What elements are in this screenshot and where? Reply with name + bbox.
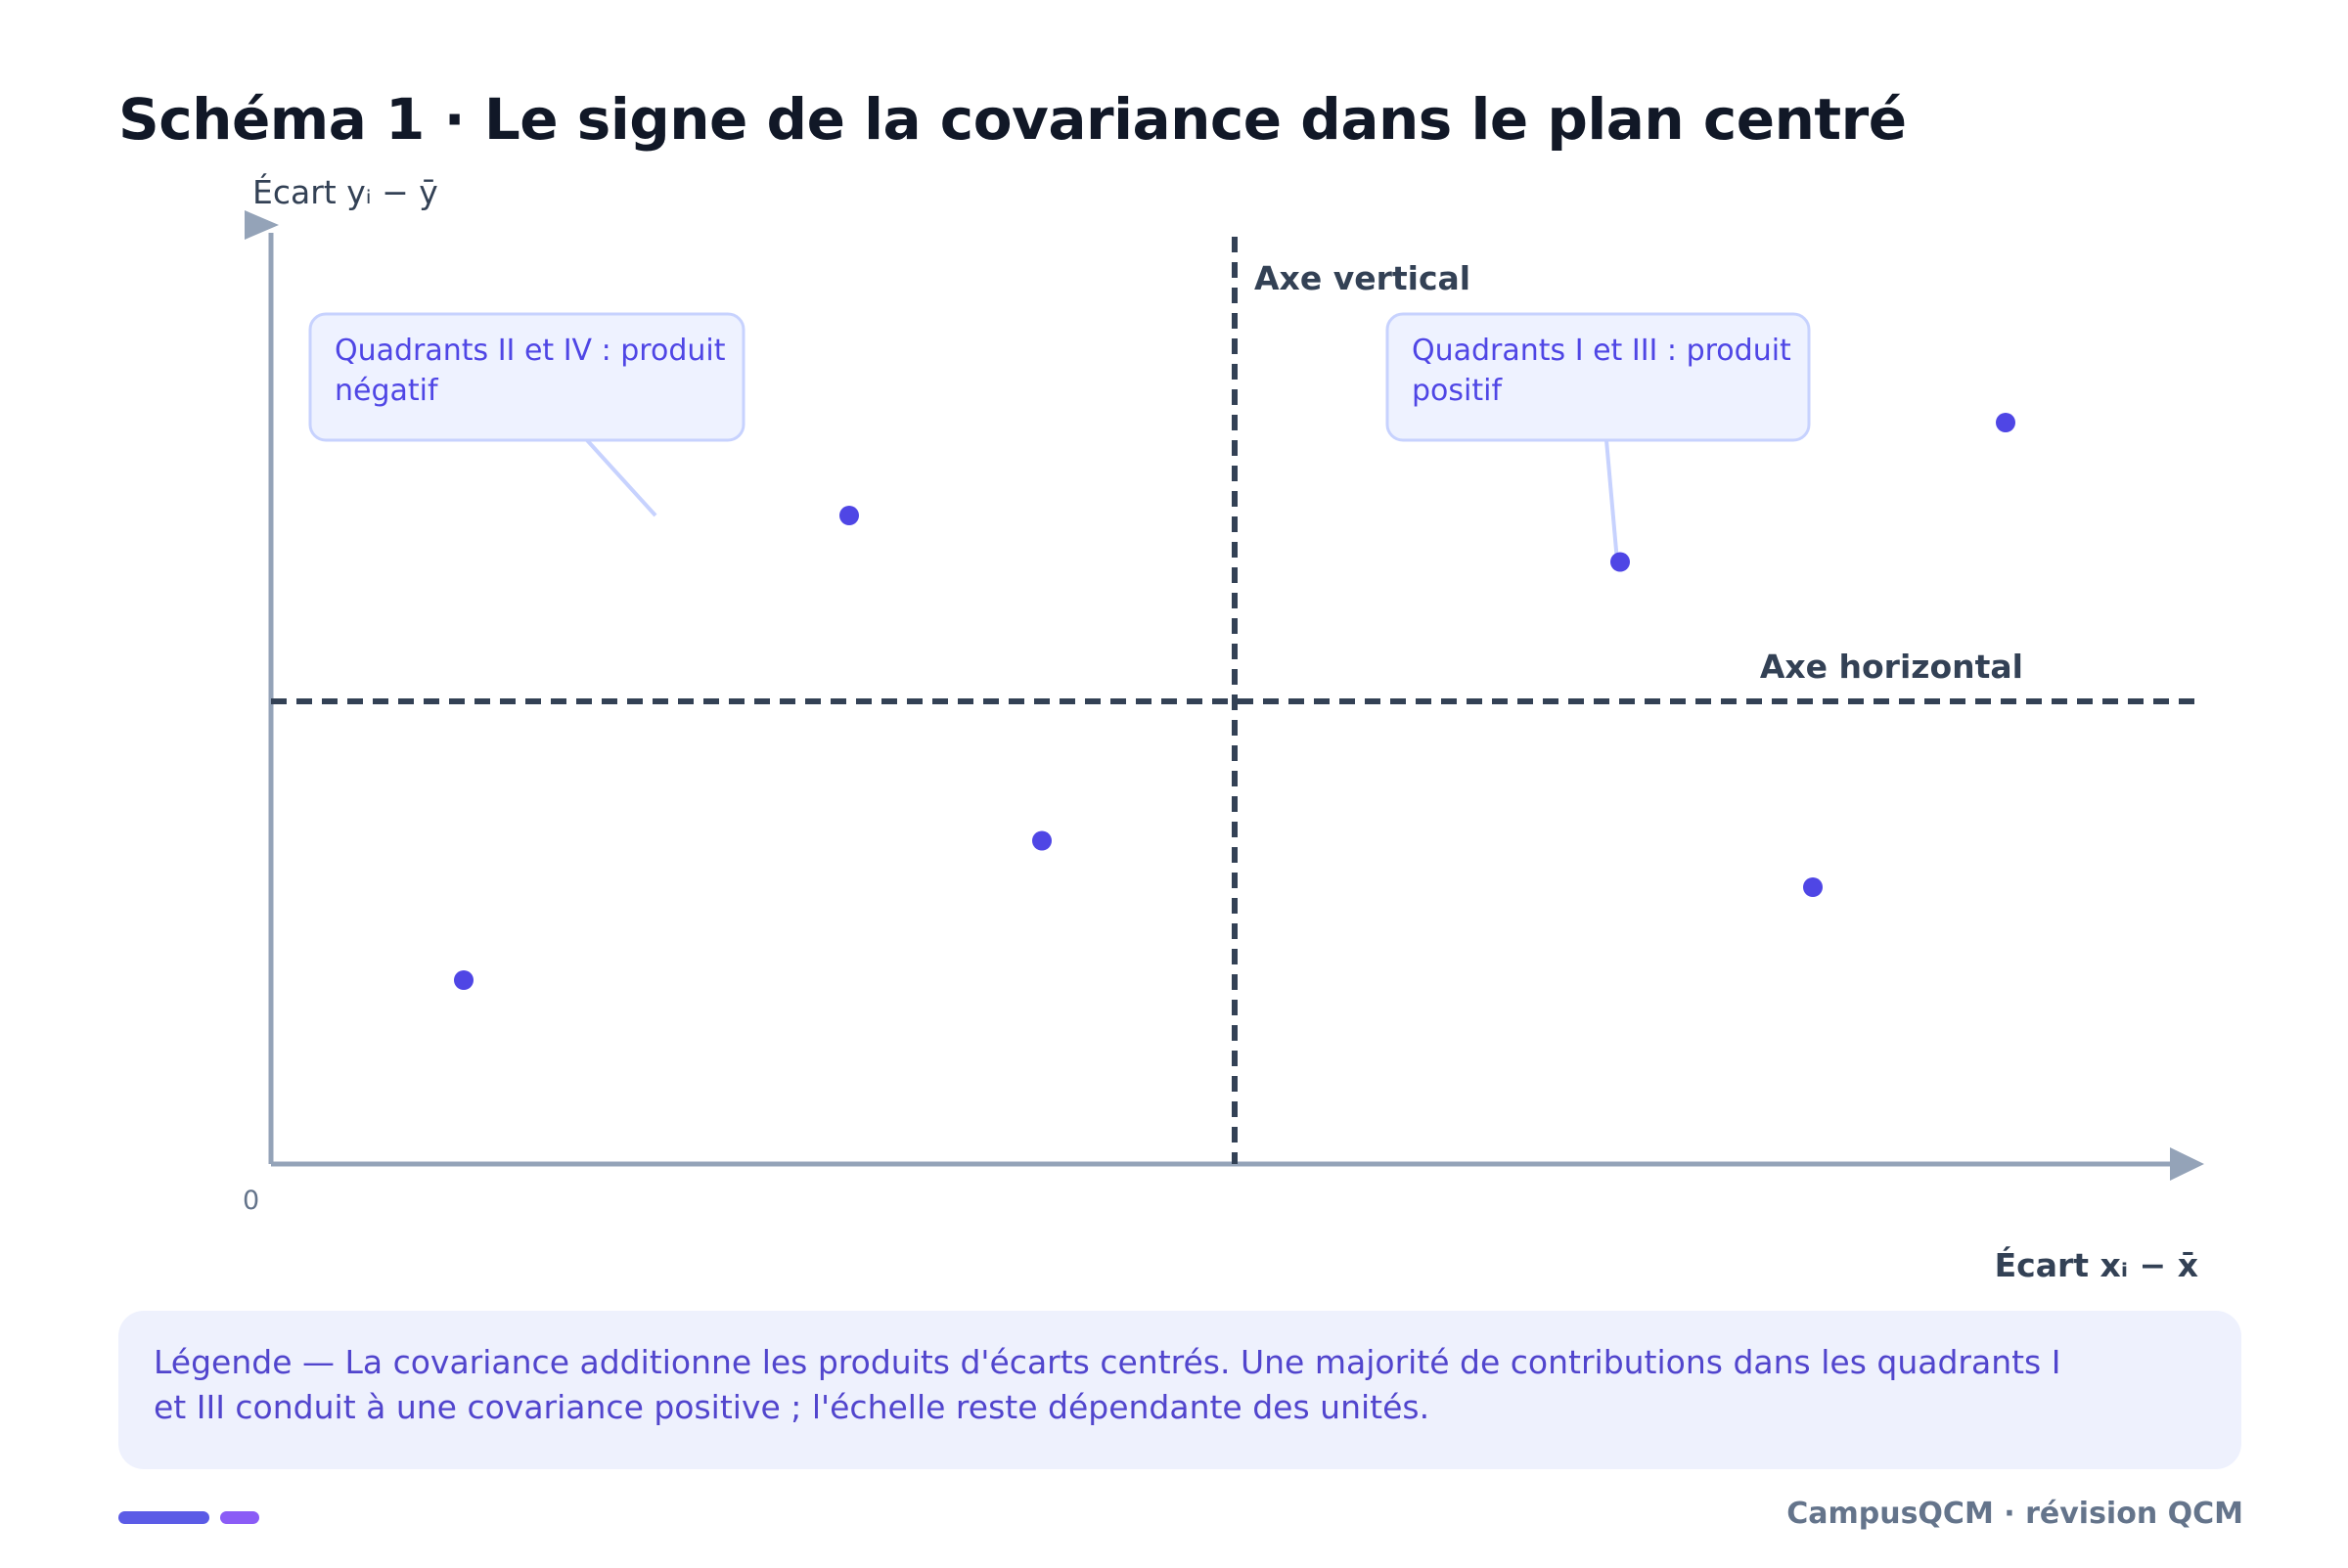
vertical-axis-label: Axe vertical [1254,259,1470,297]
callout-negative-line1: Quadrants II et IV : produit [335,334,726,368]
x-axis-arrow-icon [2170,1147,2204,1181]
horizontal-axis-label: Axe horizontal [1760,648,2023,686]
data-point-4 [1032,830,1052,851]
legend-text: Légende — La covariance additionne les p… [154,1343,2061,1426]
origin-label: 0 [243,1186,259,1216]
footer-brand: CampusQCM · révision QCM [1786,1497,2243,1531]
accent-bar-secondary [220,1511,259,1524]
data-point-6 [1803,877,1823,897]
callout-negative-line2: négatif [335,374,439,408]
data-point-5 [454,970,474,990]
data-point-1 [839,506,859,525]
data-point-2 [1610,552,1630,572]
page-title: Schéma 1 · Le signe de la covariance dan… [118,86,1907,153]
data-point-3 [1996,413,2015,432]
callout-positive-line1: Quadrants I et III : produit [1412,334,1791,368]
callout-positive-line2: positif [1412,374,1503,408]
x-axis-label: Écart xᵢ − x̄ [1995,1245,2198,1284]
accent-bar-primary [118,1511,209,1524]
points-layer [454,413,2015,990]
covariance-diagram: Écart yᵢ − ȳ Écart xᵢ − x̄ 0 Axe vertica… [243,172,2204,1284]
callout-negative-connector [585,438,657,517]
callout-positive: Quadrants I et III : produit positif [1385,312,1811,442]
y-axis-arrow-icon [245,210,279,240]
callout-positive-connector [1604,439,1619,562]
y-axis-label: Écart yᵢ − ȳ [252,172,438,211]
callout-negative: Quadrants II et IV : produit négatif [308,312,745,442]
legend-box: Légende — La covariance additionne les p… [118,1311,2241,1469]
